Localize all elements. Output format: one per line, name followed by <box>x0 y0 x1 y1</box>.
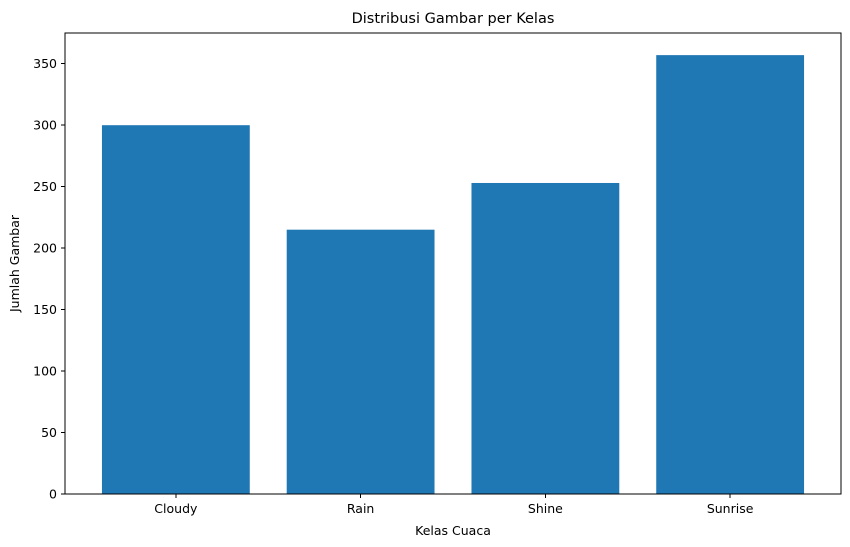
y-tick-label: 50 <box>41 425 57 440</box>
x-tick-label: Cloudy <box>154 501 198 516</box>
bar-cloudy <box>101 125 250 494</box>
bar-rain <box>286 229 435 494</box>
x-axis-ticks: Cloudy Rain Shine Sunrise <box>154 494 754 516</box>
x-axis-label: Kelas Cuaca <box>415 523 491 538</box>
x-tick-label: Rain <box>347 501 374 516</box>
y-axis-label: Jumlah Gambar <box>7 214 22 313</box>
plot-frame <box>64 32 842 495</box>
chart-title: Distribusi Gambar per Kelas <box>352 11 555 27</box>
y-tick-label: 250 <box>33 179 57 194</box>
y-tick-label: 300 <box>33 118 57 133</box>
y-tick-label: 0 <box>49 487 57 502</box>
y-tick-label: 350 <box>33 56 57 71</box>
y-tick-label: 150 <box>33 302 57 317</box>
bars-group <box>101 55 805 495</box>
bar-sunrise <box>656 55 805 495</box>
y-tick-label: 200 <box>33 241 57 256</box>
y-tick-label: 100 <box>33 364 57 379</box>
x-tick-label: Shine <box>528 501 563 516</box>
bar-shine <box>471 182 620 494</box>
y-axis-ticks: 0 50 100 150 200 250 300 350 <box>33 56 65 502</box>
x-tick-label: Sunrise <box>707 501 754 516</box>
